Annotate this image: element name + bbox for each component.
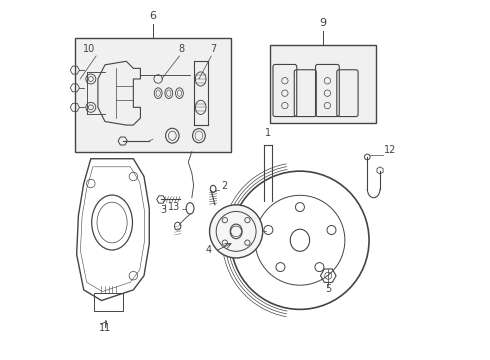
Text: 12: 12 bbox=[384, 145, 397, 156]
Text: 3: 3 bbox=[161, 205, 167, 215]
Text: 9: 9 bbox=[319, 18, 326, 28]
Bar bbox=[270, 45, 376, 123]
Circle shape bbox=[210, 205, 263, 258]
Text: 10: 10 bbox=[83, 44, 95, 54]
Text: 7: 7 bbox=[210, 44, 216, 54]
Text: 4: 4 bbox=[205, 245, 211, 255]
Text: 5: 5 bbox=[325, 284, 331, 294]
Text: 13: 13 bbox=[168, 202, 180, 212]
Text: 1: 1 bbox=[265, 128, 271, 138]
Text: 11: 11 bbox=[99, 323, 111, 333]
Text: 2: 2 bbox=[221, 181, 227, 191]
Text: 8: 8 bbox=[178, 44, 184, 54]
Text: 6: 6 bbox=[149, 10, 156, 21]
Bar bbox=[75, 38, 231, 152]
